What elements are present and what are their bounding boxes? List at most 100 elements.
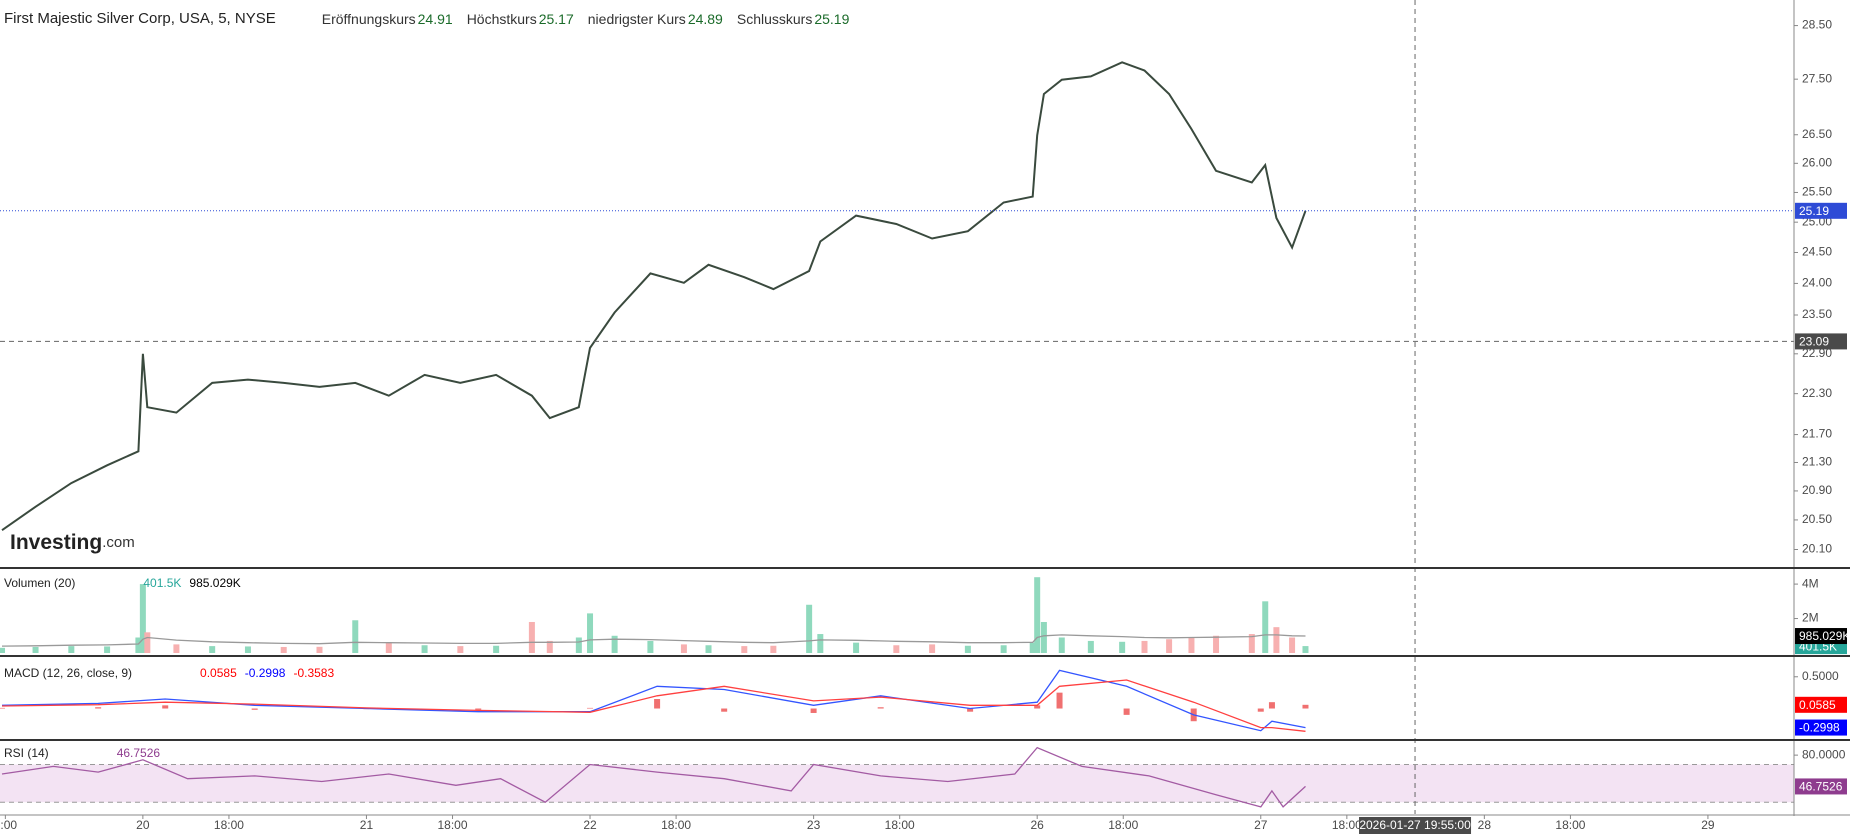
bar [1213,635,1220,653]
x-tick-label: 28 [1478,818,1492,832]
price-legend: First Majestic Silver Corp, USA, 5, NYSE… [4,10,857,27]
volume-badge-box [1795,628,1847,645]
bar [1119,641,1126,653]
bar [877,707,884,709]
bar [1056,692,1063,709]
symbol-title: First Majestic Silver Corp, USA, 5, NYSE [4,10,276,27]
bar [1302,704,1309,709]
indicator-value: 46.7526 [116,746,161,760]
last-price-badge-box [1795,202,1847,219]
bar [705,645,712,653]
bar [1123,708,1130,715]
volume-badge: 985.029K [1795,628,1850,645]
bar [1034,705,1041,709]
ohlc-value: 24.89 [687,10,723,27]
right-axis-bg [1794,0,1850,836]
bar [144,632,151,653]
bar [929,644,936,653]
x-tick-label: 18:00 [1555,818,1585,832]
series-line [1,61,1307,532]
bar [806,604,813,653]
bar [1188,637,1195,653]
crosshair-date-badge: 2026-01-27 19:55:00 [1359,817,1471,834]
bar [1257,708,1264,712]
y-tick-label: 24.00 [1802,276,1832,290]
crosshair-price-badge: 23.09 [1795,333,1847,350]
bar [1262,601,1269,653]
bar [1248,634,1255,653]
bar [1273,627,1280,653]
x-tick-label: 20 [136,818,150,832]
x-tick-label: 18:00 [438,818,468,832]
y-tick-label: 24.50 [1802,245,1832,259]
bar [1289,637,1296,653]
x-tick-label: 18:00 [885,818,915,832]
y-tick-label: 22.30 [1802,386,1832,400]
rsi-badge-box [1795,778,1847,795]
bar [587,613,594,653]
bar [1034,577,1041,653]
x-tick-label: 18:00 [661,818,691,832]
indicator-value: 985.029K [189,576,241,590]
y-tick-label: 27.50 [1802,71,1832,85]
bar [964,645,971,653]
rsi-band [0,764,1794,803]
bar [721,708,728,712]
bar [654,699,661,709]
bar [817,634,824,653]
macd-badge-box [1795,719,1847,736]
watermark: Investing.com [10,531,135,554]
indicator-title: Volumen (20) [4,576,76,590]
x-tick-label: 29 [1701,818,1715,832]
y-tick-label: 20.10 [1802,542,1832,556]
crosshair-price-badge-label: 23.09 [1799,335,1829,349]
watermark-brand: Investing [10,531,102,554]
x-tick-label: 27 [1254,818,1268,832]
bar [1058,637,1065,653]
macd-badge-label: -0.2998 [1799,721,1840,735]
bar [741,646,748,653]
bar [32,646,39,653]
bar [162,705,169,709]
bar [1040,621,1047,653]
bar [0,647,6,653]
y-tick-label: 80.0000 [1802,747,1846,761]
last-price-badge-label: 25.19 [1799,204,1829,218]
bar [421,645,428,653]
x-tick-label: 21 [360,818,374,832]
ohlc-name: Schlusskurs [736,10,813,27]
indicator-value: -0.3583 [293,666,335,680]
bar [280,646,287,653]
macd-badge: 0.0585 [1795,696,1847,713]
bar [528,621,535,653]
y-tick-label: 4M [1802,576,1819,590]
bar [68,646,75,653]
indicator-title: MACD (12, 26, close, 9) [4,666,133,680]
bar [385,642,392,653]
bar [853,642,860,653]
bar [139,584,146,653]
bar [1141,640,1148,653]
ohlc-value: 25.17 [538,10,574,27]
indicator-title: RSI (14) [4,746,49,760]
y-tick-label: 0.5000 [1802,669,1839,683]
ohlc-name: Höchstkurs [466,10,537,27]
bar [967,708,974,712]
x-tick-label: 26 [1031,818,1045,832]
crosshair-date-box [1359,817,1472,834]
series-line [1,746,1306,808]
indicator-value: -0.2998 [244,666,286,680]
bar [1268,702,1275,709]
ohlc-value: 24.91 [417,10,453,27]
indicator-value: 0.0585 [200,666,237,680]
bar [135,637,142,653]
bar [316,646,323,653]
bar [1087,640,1094,653]
series-line [1,669,1306,732]
bar [1000,645,1007,653]
indicator-legend: RSI (14) 46.7526 [4,746,160,760]
indicator-value: 401.5K [143,576,182,590]
bar [770,645,777,653]
